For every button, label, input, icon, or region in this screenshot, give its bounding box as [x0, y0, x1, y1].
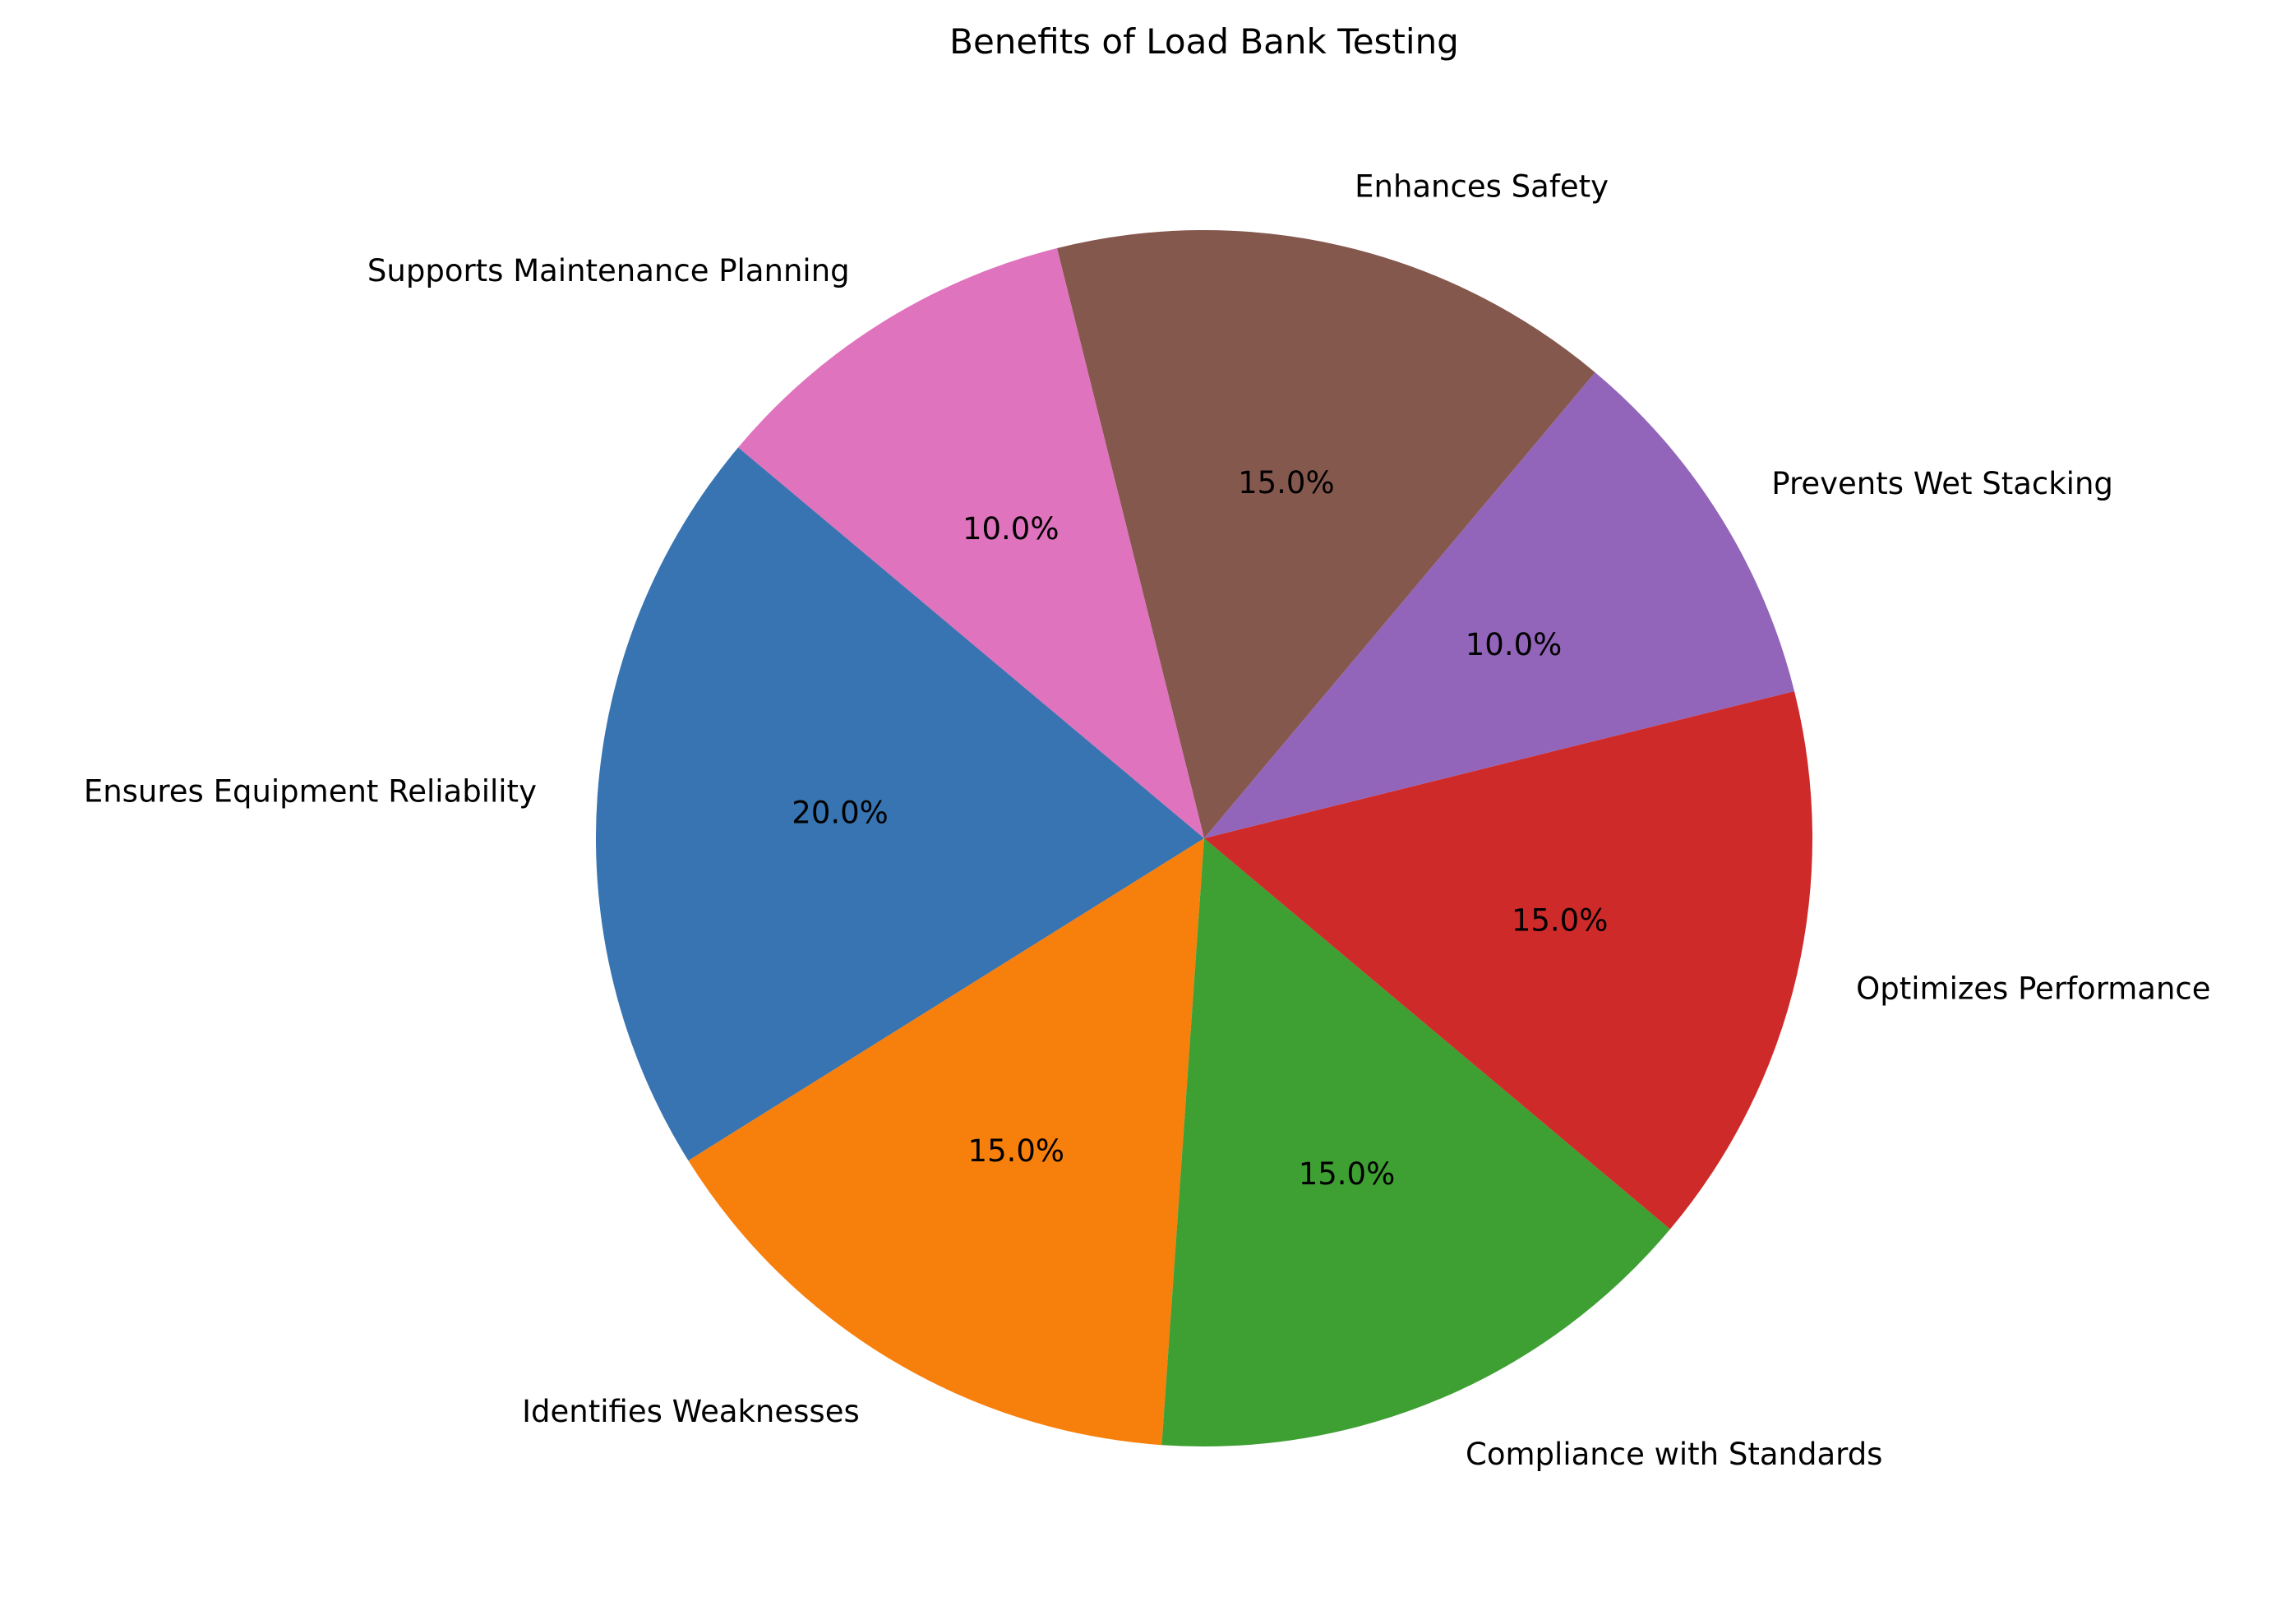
pie-slice-2-label: Identifies Weaknesses — [522, 1394, 860, 1429]
pie-slice-4-label: Optimizes Performance — [1856, 971, 2210, 1007]
pie-slice-3 — [1161, 838, 1670, 1447]
pie-slice-3-percent: 15.0% — [1299, 1156, 1396, 1192]
pie-labels: 20.0% Ensures Equipment Reliability 15.0% I… — [84, 168, 2211, 1471]
pie-slice-5-label: Prevents Wet Stacking — [1771, 466, 2113, 501]
pie-slice-1-label: Ensures Equipment Reliability — [84, 774, 537, 810]
pie-slice-5 — [1204, 372, 1795, 838]
pie-slice-4 — [1204, 690, 1812, 1230]
pie-slice-5-percent: 10.0% — [1466, 627, 1563, 662]
pie-slice-3-label: Compliance with Standards — [1466, 1437, 1882, 1472]
pie-slice-6-percent: 15.0% — [1238, 465, 1335, 501]
pie-slice-7-percent: 10.0% — [963, 511, 1060, 547]
pie-slice-2-percent: 15.0% — [968, 1133, 1065, 1169]
pie-slices — [595, 230, 1812, 1447]
pie-slice-4-percent: 15.0% — [1512, 902, 1609, 938]
pie-slice-7-label: Supports Maintenance Planning — [367, 253, 850, 288]
pie-slice-6 — [1056, 230, 1595, 839]
chart-title: Benefits of Load Bank Testing — [949, 21, 1459, 62]
pie-slice-2 — [688, 838, 1204, 1446]
pie-slice-7 — [738, 247, 1204, 839]
pie-slice-1 — [595, 447, 1204, 1161]
pie-slice-6-label: Enhances Safety — [1355, 168, 1609, 204]
pie-slice-1-percent: 20.0% — [792, 796, 889, 831]
